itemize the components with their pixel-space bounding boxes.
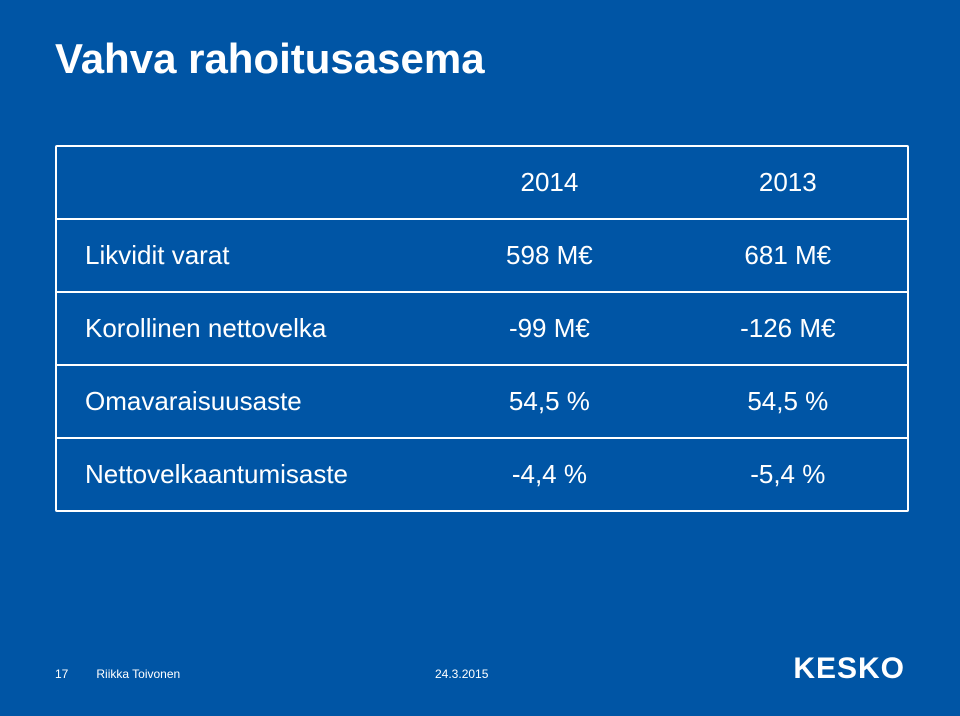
row-label: Nettovelkaantumisaste <box>57 438 430 510</box>
slide-title: Vahva rahoitusasema <box>55 35 485 83</box>
row-label: Omavaraisuusaste <box>57 365 430 438</box>
author-name: Riikka Toivonen <box>96 667 180 681</box>
footer-date: 24.3.2015 <box>435 667 488 681</box>
table-row: Omavaraisuusaste 54,5 % 54,5 % <box>57 365 907 438</box>
slide: Vahva rahoitusasema 2014 2013 Likvidit v… <box>0 0 960 716</box>
col-header-2014: 2014 <box>430 147 668 219</box>
finance-table: 2014 2013 Likvidit varat 598 M€ 681 M€ K… <box>55 145 909 512</box>
table-row: Korollinen nettovelka -99 M€ -126 M€ <box>57 292 907 365</box>
col-header-2013: 2013 <box>669 147 907 219</box>
row-2014: -99 M€ <box>430 292 668 365</box>
footer-left: 17 Riikka Toivonen <box>55 667 180 681</box>
table-row: Nettovelkaantumisaste -4,4 % -5,4 % <box>57 438 907 510</box>
row-label: Korollinen nettovelka <box>57 292 430 365</box>
row-2014: 598 M€ <box>430 219 668 292</box>
row-2014: -4,4 % <box>430 438 668 510</box>
row-2014: 54,5 % <box>430 365 668 438</box>
row-2013: -5,4 % <box>669 438 907 510</box>
finance-table-inner: 2014 2013 Likvidit varat 598 M€ 681 M€ K… <box>57 147 907 510</box>
row-2013: -126 M€ <box>669 292 907 365</box>
kesko-logo: KESKO <box>793 652 905 686</box>
row-label: Likvidit varat <box>57 219 430 292</box>
table-row: Likvidit varat 598 M€ 681 M€ <box>57 219 907 292</box>
row-2013: 681 M€ <box>669 219 907 292</box>
page-number: 17 <box>55 667 68 681</box>
row-2013: 54,5 % <box>669 365 907 438</box>
table-header-row: 2014 2013 <box>57 147 907 219</box>
